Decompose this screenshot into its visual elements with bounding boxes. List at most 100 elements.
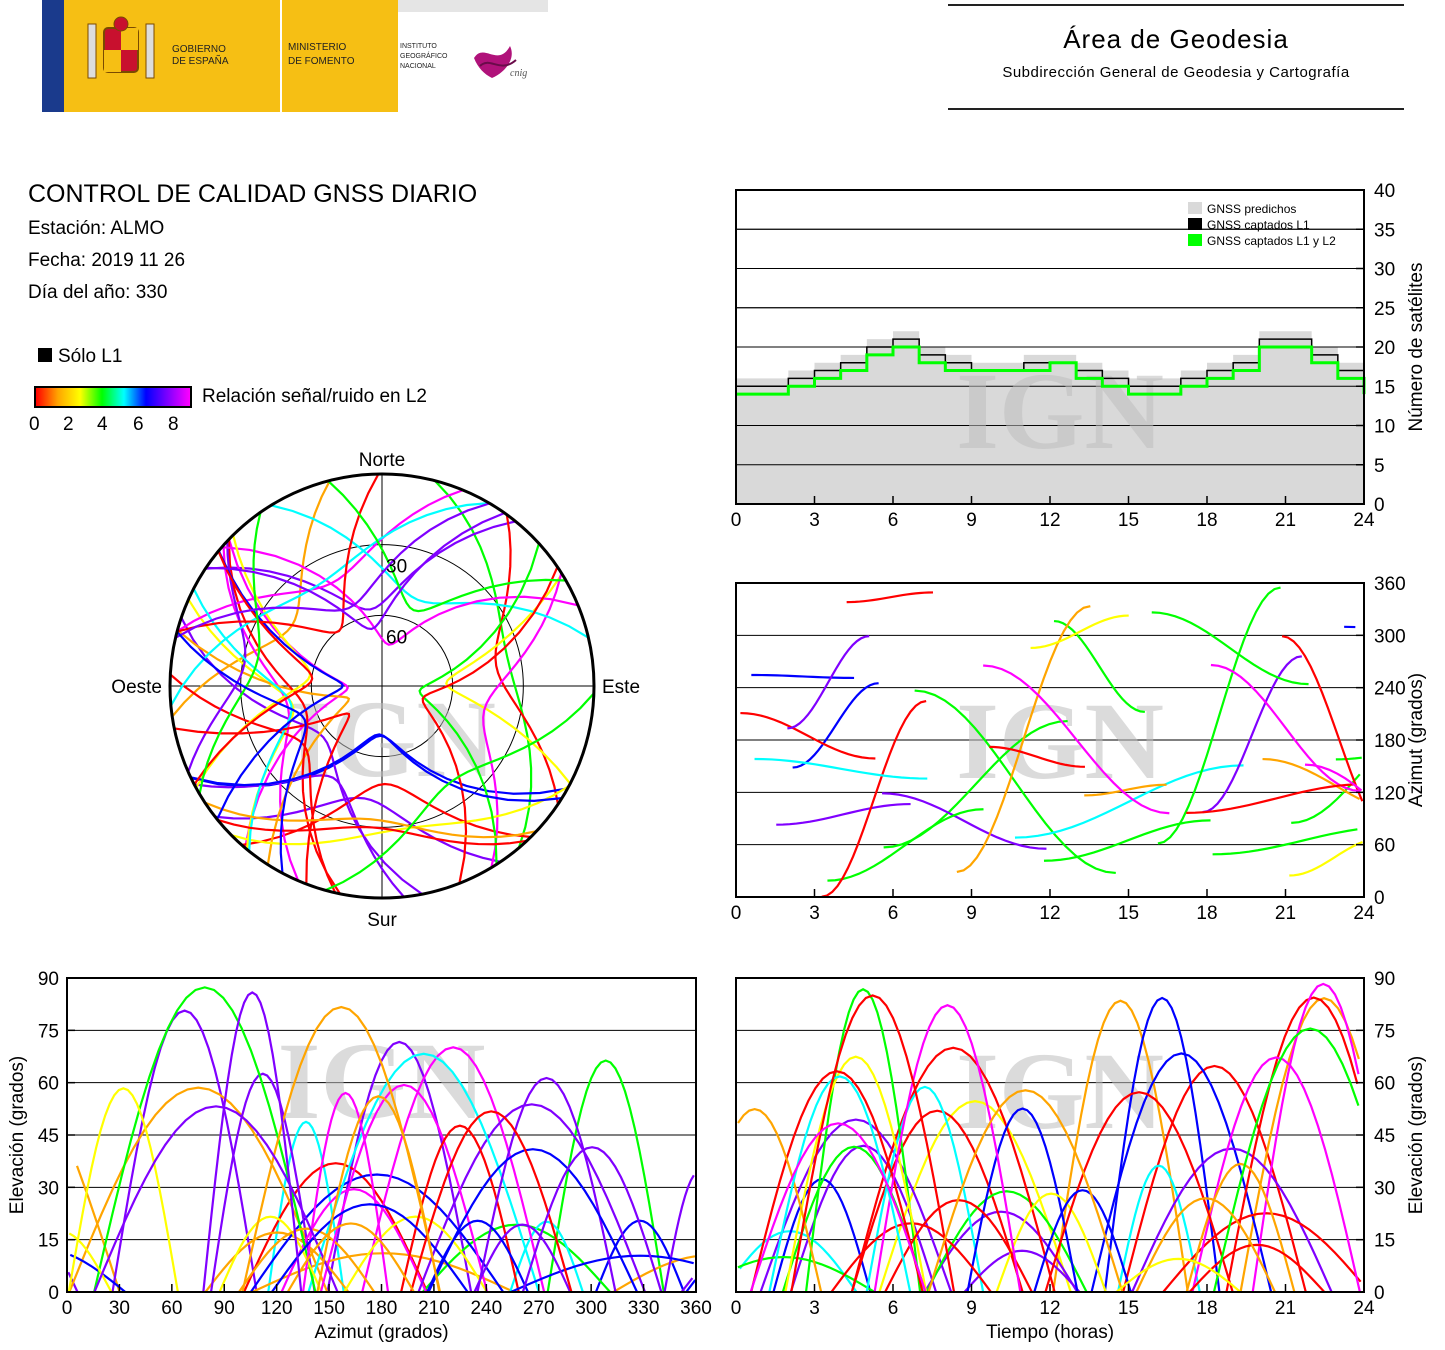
station-label: Estación: ALMO [28, 218, 165, 239]
sky-track [190, 733, 563, 802]
elev-time-track [963, 1249, 1081, 1293]
elev-az-track [271, 1203, 469, 1293]
y-tick-label: 35 [1374, 220, 1395, 241]
elev-az-track [204, 1231, 350, 1293]
watermark-text: IGN [956, 680, 1164, 802]
sky-track [433, 479, 533, 849]
x-tick-label: 120 [261, 1298, 293, 1319]
dir-east: Este [602, 677, 640, 698]
y-tick-label: 90 [38, 969, 59, 990]
report-title: CONTROL DE CALIDAD GNSS DIARIO [28, 180, 478, 208]
elev-az-track [426, 1219, 529, 1293]
sky-track [324, 692, 595, 892]
sky-track [482, 572, 563, 868]
elev-time-track [750, 1070, 924, 1293]
x-tick-label: 24 [1353, 1298, 1375, 1319]
elev-time-track [927, 1089, 1124, 1293]
plot-frame [735, 977, 1365, 1293]
elev-time-track [1135, 1197, 1276, 1293]
elev-az-track [243, 1162, 429, 1293]
sky-track [175, 502, 491, 639]
azimuth-track [1281, 635, 1364, 802]
elev-time-track [884, 1199, 1033, 1293]
azimuth-track [776, 802, 911, 826]
azimuth-track [792, 682, 879, 769]
elev-az-track [409, 1110, 573, 1293]
x-tick-label: 15 [1118, 903, 1139, 924]
y-axis-label: Elevación (grados) [7, 1056, 28, 1214]
elev-time-track [966, 1107, 1079, 1293]
azimuth-track [821, 699, 927, 898]
chart-elevation-azimuth-bg [67, 978, 696, 1292]
chart-elevation-time-bg [736, 978, 1364, 1292]
snr-label: Relación señal/ruido en L2 [202, 386, 427, 407]
elev-az-track [249, 1173, 505, 1293]
elev-time-track [878, 1100, 1072, 1293]
elev-time-track [1122, 1064, 1307, 1293]
elev-az-track [307, 1052, 540, 1293]
elev-time-track [790, 994, 956, 1293]
y-tick-label: 45 [38, 1126, 59, 1147]
x-tick-label: 21 [1275, 903, 1296, 924]
sky-track [176, 473, 380, 634]
snr-tick-6: 6 [133, 414, 144, 435]
ministry-band [280, 0, 400, 112]
azimuth-track [1289, 841, 1363, 877]
sky-track [217, 818, 528, 846]
y-tick-label: 30 [1374, 260, 1395, 281]
azimuth-track [1210, 663, 1361, 793]
sky-track [187, 541, 247, 773]
snr-tick-4: 4 [97, 414, 108, 435]
x-tick-label: 300 [575, 1298, 607, 1319]
x-tick-label: 0 [731, 510, 742, 531]
elev-time-track [1239, 997, 1360, 1293]
y-tick-label: 75 [38, 1021, 59, 1042]
elev-az-track [267, 1120, 345, 1293]
y-tick-label: 5 [1374, 456, 1385, 477]
snr-tick-0: 0 [29, 414, 40, 435]
azimuth-track [1151, 611, 1309, 686]
azimuth-track [827, 808, 984, 882]
x-axis-label: Azimut (grados) [314, 1322, 448, 1343]
dir-north: Norte [359, 450, 405, 471]
azimuth-track [1262, 757, 1361, 801]
elev-az-track [319, 1083, 489, 1293]
y-tick-label: 75 [1374, 1021, 1395, 1042]
x-tick-label: 21 [1275, 510, 1296, 531]
elev-az-track [68, 1086, 329, 1293]
y-tick-label: 15 [38, 1231, 59, 1252]
x-tick-label: 270 [523, 1298, 555, 1319]
x-tick-label: 15 [1118, 1298, 1139, 1319]
x-tick-label: 12 [1039, 1298, 1060, 1319]
x-axis-label: Tiempo (horas) [986, 1322, 1114, 1343]
sky-track [205, 511, 505, 631]
azimuth-track [1043, 819, 1211, 862]
x-tick-label: 210 [418, 1298, 450, 1319]
x-tick-label: 3 [809, 1298, 820, 1319]
watermark-text: IGN [956, 1030, 1164, 1152]
plot-frame [735, 189, 1365, 505]
azimuth-track [989, 745, 1085, 768]
y-tick-label: 15 [1374, 377, 1395, 398]
ign-box [398, 0, 548, 112]
header-area: Área de Geodesia Subdirección General de… [948, 0, 1404, 112]
elev-az-track [93, 1105, 339, 1293]
elev-az-track [209, 1072, 316, 1293]
sky-track [169, 673, 337, 894]
x-tick-label: 3 [809, 903, 820, 924]
elev-az-track [69, 1253, 126, 1293]
y-tick-label: 30 [1374, 1178, 1395, 1199]
elev-az-track [400, 1124, 520, 1293]
min-line1: MINISTERIO [288, 42, 347, 53]
area-subtitle: Subdirección General de Geodesia y Carto… [1002, 64, 1350, 81]
y-tick-label: 0 [48, 1283, 59, 1304]
elev-time-track [738, 1230, 858, 1293]
legend-entry: GNSS predichos [1207, 202, 1296, 216]
x-tick-label: 180 [366, 1298, 398, 1319]
elev-time-track [1191, 1056, 1361, 1293]
sky-track [215, 796, 501, 863]
elev-az-track [427, 1148, 639, 1293]
y-tick-label: 25 [1374, 299, 1395, 320]
